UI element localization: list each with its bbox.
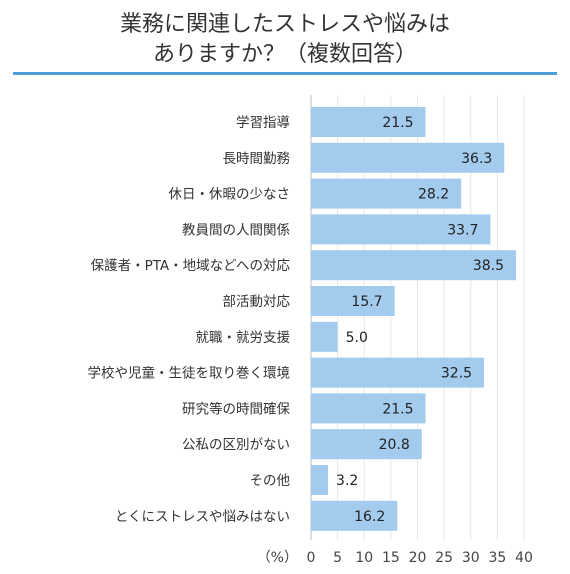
value-label: 15.7	[351, 294, 382, 310]
x-axis-unit: （%）	[257, 550, 298, 566]
bar	[311, 107, 426, 137]
value-label: 3.2	[336, 473, 358, 489]
value-label: 21.5	[382, 401, 413, 417]
value-label: 32.5	[441, 366, 472, 382]
category-label: 保護者・PTA・地域などへの対応	[91, 258, 291, 274]
category-label: 研究等の時間確保	[182, 400, 290, 417]
value-label: 38.5	[473, 258, 504, 274]
chart-title: 業務に関連したストレスや悩みは ありますか？（複数回答）	[0, 10, 570, 70]
value-label: 5.0	[346, 330, 368, 346]
x-tick-label: 5	[333, 550, 342, 566]
bar	[311, 250, 517, 281]
category-label: その他	[250, 473, 291, 489]
x-tick-label: 40	[515, 550, 533, 566]
category-label: 長時間勤務	[223, 151, 291, 167]
bar	[311, 429, 422, 460]
x-tick-label: 30	[462, 550, 480, 566]
x-tick-label: 0	[307, 550, 316, 566]
value-label: 21.5	[382, 115, 413, 131]
title-underline	[13, 72, 557, 75]
bar	[311, 286, 395, 316]
x-tick-label: 25	[435, 550, 453, 566]
value-label: 20.8	[379, 437, 410, 453]
value-label: 36.3	[461, 151, 492, 167]
x-tick-label: 15	[382, 550, 400, 566]
category-label: 学習指導	[236, 115, 290, 131]
bar	[311, 393, 426, 424]
x-tick-label: 10	[355, 550, 373, 566]
bar	[311, 178, 462, 209]
bar	[311, 142, 505, 173]
value-label: 33.7	[447, 222, 478, 238]
chart-title-line2: ありますか？（複数回答）	[152, 42, 417, 67]
category-label: 学校や児童・生徒を取り巻く環境	[88, 365, 291, 382]
x-tick-label: 20	[409, 550, 427, 566]
category-label: 部活動対応	[223, 294, 291, 310]
bar	[311, 465, 329, 495]
chart-title-line1: 業務に関連したストレスや悩みは	[119, 12, 450, 37]
category-label: 教員間の人間関係	[182, 222, 290, 238]
category-label: 公私の区別がない	[182, 437, 290, 453]
bar	[311, 321, 338, 352]
category-label: 就職・就労支援	[196, 330, 291, 346]
x-tick-label: 35	[488, 550, 506, 566]
bar	[311, 500, 398, 531]
value-label: 16.2	[354, 509, 385, 525]
bar	[311, 214, 491, 245]
category-label: 休日・休暇の少なさ	[169, 187, 291, 203]
bar	[311, 357, 485, 388]
value-label: 28.2	[418, 187, 449, 203]
category-label: とくにストレスや悩みはない	[115, 509, 290, 525]
